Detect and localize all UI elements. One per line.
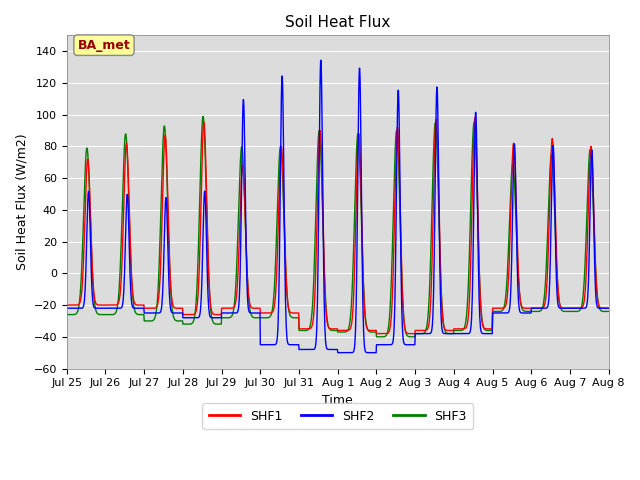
SHF2 — [334, 350, 342, 356]
SHF3 — [109, 312, 117, 317]
SHF1 — [268, 310, 275, 315]
SHF3 — [259, 315, 266, 321]
SHF1 — [471, 115, 479, 120]
SHF3 — [426, 264, 434, 270]
SHF1 — [258, 310, 266, 316]
SHF3 — [310, 255, 318, 261]
SHF2 — [317, 58, 324, 63]
SHF1 — [310, 305, 318, 311]
SHF2 — [218, 315, 225, 321]
SHF3 — [372, 334, 380, 340]
SHF1 — [63, 302, 70, 308]
Line: SHF3: SHF3 — [67, 117, 609, 337]
SHF3 — [63, 312, 70, 317]
SHF1 — [605, 305, 612, 311]
SHF3 — [268, 309, 276, 315]
SHF1 — [372, 331, 380, 336]
Title: Soil Heat Flux: Soil Heat Flux — [285, 15, 390, 30]
SHF1 — [218, 312, 225, 317]
SHF1 — [426, 310, 434, 316]
SHF2 — [258, 342, 266, 348]
SHF2 — [109, 305, 117, 311]
Line: SHF2: SHF2 — [67, 60, 609, 353]
Text: BA_met: BA_met — [77, 39, 131, 52]
Legend: SHF1, SHF2, SHF3: SHF1, SHF2, SHF3 — [202, 403, 473, 429]
Y-axis label: Soil Heat Flux (W/m2): Soil Heat Flux (W/m2) — [15, 133, 28, 270]
SHF2 — [268, 342, 275, 348]
SHF3 — [218, 315, 225, 321]
SHF2 — [605, 305, 612, 311]
SHF3 — [199, 114, 207, 120]
SHF2 — [426, 331, 434, 336]
SHF1 — [109, 302, 117, 308]
SHF2 — [310, 346, 318, 352]
Line: SHF1: SHF1 — [67, 118, 609, 334]
SHF3 — [605, 309, 612, 314]
X-axis label: Time: Time — [323, 394, 353, 407]
SHF2 — [63, 305, 70, 311]
